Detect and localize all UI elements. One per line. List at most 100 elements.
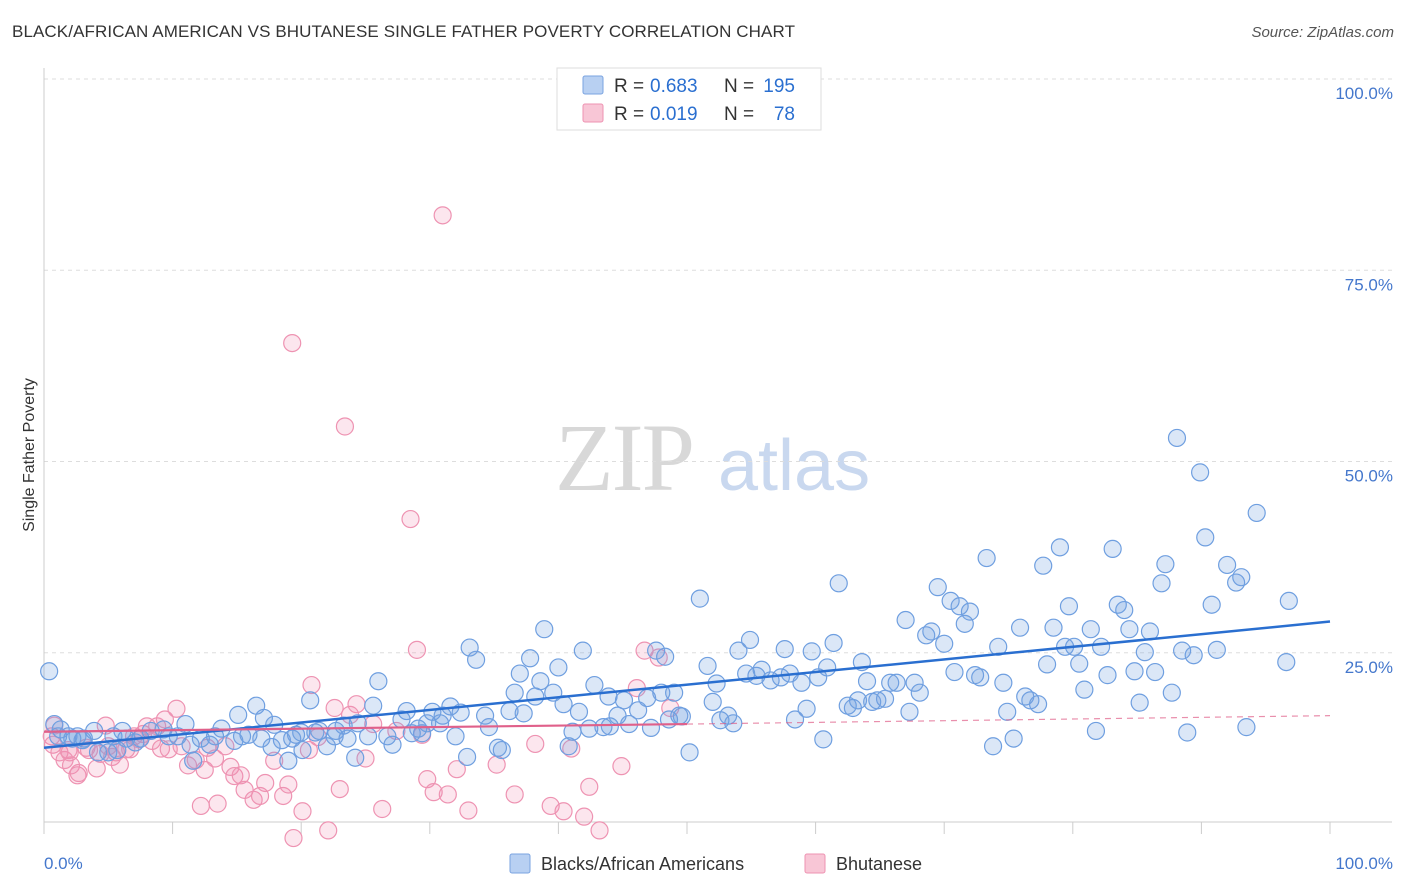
point-bhutanese xyxy=(347,695,366,714)
point-blacks-african-americans xyxy=(279,751,298,770)
point-blacks-african-americans xyxy=(1044,618,1063,637)
point-blacks-african-americans xyxy=(1086,721,1106,741)
point-bhutanese xyxy=(330,779,349,799)
point-blacks-african-americans xyxy=(505,683,524,702)
point-blacks-african-americans xyxy=(629,701,648,720)
point-bhutanese xyxy=(575,807,594,826)
point-blacks-african-americans xyxy=(229,705,248,724)
point-blacks-african-americans xyxy=(1173,641,1192,660)
point-blacks-african-americans xyxy=(1162,683,1181,702)
point-blacks-african-americans xyxy=(1075,680,1094,699)
point-blacks-african-americans xyxy=(1277,652,1296,672)
point-blacks-african-americans xyxy=(1125,662,1144,681)
series-legend: Blacks/African Americans Bhutanese xyxy=(509,853,922,874)
watermark-atlas: atlas xyxy=(718,426,870,506)
point-bhutanese xyxy=(302,675,321,695)
legend-swatch-bhutanese xyxy=(804,853,826,874)
point-bhutanese xyxy=(438,785,457,804)
point-blacks-african-americans xyxy=(1156,555,1175,574)
point-bhutanese xyxy=(433,206,452,225)
source-credit: Source: ZipAtlas.com xyxy=(1251,24,1394,41)
stats-legend: R = 0.683 N = 195 R = 0.019 N = 78 xyxy=(556,67,822,131)
point-blacks-african-americans xyxy=(88,743,108,762)
point-blacks-african-americans xyxy=(510,664,529,683)
point-blacks-african-americans xyxy=(994,673,1013,692)
point-blacks-african-americans xyxy=(1232,568,1251,587)
point-blacks-african-americans xyxy=(40,662,59,681)
point-blacks-african-americans xyxy=(910,683,929,702)
point-blacks-african-americans xyxy=(1098,666,1117,685)
point-blacks-african-americans xyxy=(526,687,545,706)
point-bhutanese xyxy=(167,699,186,718)
point-blacks-african-americans xyxy=(369,672,388,691)
point-blacks-african-americans xyxy=(672,707,691,726)
point-blacks-african-americans xyxy=(1178,723,1197,742)
point-blacks-african-americans xyxy=(383,735,402,754)
point-blacks-african-americans xyxy=(887,673,906,692)
point-blacks-african-americans xyxy=(729,641,748,660)
point-blacks-african-americans xyxy=(656,647,675,666)
stats-r-value-blue: 0.683 xyxy=(650,76,698,97)
point-blacks-african-americans xyxy=(1050,538,1070,557)
stats-r-label-blue: R = xyxy=(614,76,644,97)
point-blacks-african-americans xyxy=(950,597,969,616)
point-blacks-african-americans xyxy=(1037,655,1057,674)
point-blacks-african-americans xyxy=(868,691,887,710)
point-blacks-african-americans xyxy=(184,751,203,770)
point-blacks-african-americans xyxy=(935,634,954,653)
gridlines xyxy=(44,78,1392,654)
point-bhutanese xyxy=(265,751,284,770)
point-blacks-african-americans xyxy=(310,721,329,741)
stats-n-value-pink: 78 xyxy=(774,104,795,125)
x-tick-label-right: 100.0% xyxy=(1335,854,1393,873)
point-blacks-african-americans xyxy=(900,702,919,721)
stats-r-label-pink: R = xyxy=(614,104,644,125)
point-blacks-african-americans xyxy=(358,727,378,746)
x-tick-label-left: 0.0% xyxy=(44,854,83,873)
point-bhutanese xyxy=(110,755,129,774)
point-blacks-african-americans xyxy=(1120,620,1139,639)
legend-swatch-blacks xyxy=(509,853,531,874)
point-blacks-african-americans xyxy=(703,692,722,711)
point-blacks-african-americans xyxy=(941,591,960,611)
point-bhutanese xyxy=(205,749,225,768)
chart-title: BLACK/AFRICAN AMERICAN VS BHUTANESE SING… xyxy=(12,22,796,41)
point-blacks-african-americans xyxy=(1218,555,1237,575)
point-blacks-african-americans xyxy=(1081,620,1100,639)
point-blacks-african-americans xyxy=(896,610,915,630)
trend-line-bhutanese-extension xyxy=(686,715,1331,725)
point-blacks-african-americans xyxy=(881,673,900,692)
point-bhutanese xyxy=(231,766,250,785)
legend-label-bhutanese: Bhutanese xyxy=(836,854,922,874)
point-blacks-african-americans xyxy=(960,602,980,621)
stats-n-label-pink: N = xyxy=(724,104,754,125)
point-blacks-african-americans xyxy=(317,737,337,756)
point-bhutanese xyxy=(407,640,427,659)
point-bhutanese xyxy=(447,760,466,779)
point-bhutanese xyxy=(459,801,478,820)
point-blacks-african-americans xyxy=(647,641,666,660)
point-blacks-african-americans xyxy=(1279,591,1298,611)
point-blacks-african-americans xyxy=(293,740,312,760)
point-blacks-african-americans xyxy=(1207,640,1226,659)
point-blacks-african-americans xyxy=(983,737,1003,756)
point-bhutanese xyxy=(401,509,420,529)
point-bhutanese xyxy=(526,734,545,754)
point-blacks-african-americans xyxy=(971,668,990,687)
point-blacks-african-americans xyxy=(829,574,848,593)
trend-line-bhutanese xyxy=(43,722,688,733)
point-blacks-african-americans xyxy=(905,673,924,692)
y-tick-label: 100.0% xyxy=(1335,84,1393,103)
point-bhutanese xyxy=(172,737,191,756)
y-tick-label: 75.0% xyxy=(1345,275,1393,294)
point-blacks-african-americans xyxy=(1130,693,1149,712)
trend-lines xyxy=(43,620,1331,750)
point-blacks-african-americans xyxy=(1091,637,1111,656)
y-tick-label: 50.0% xyxy=(1345,467,1393,486)
point-blacks-african-americans xyxy=(585,675,604,695)
point-blacks-african-americans xyxy=(446,727,465,746)
point-blacks-african-americans xyxy=(1227,573,1246,592)
point-blacks-african-americans xyxy=(594,718,613,737)
point-blacks-african-americans xyxy=(1028,695,1048,714)
